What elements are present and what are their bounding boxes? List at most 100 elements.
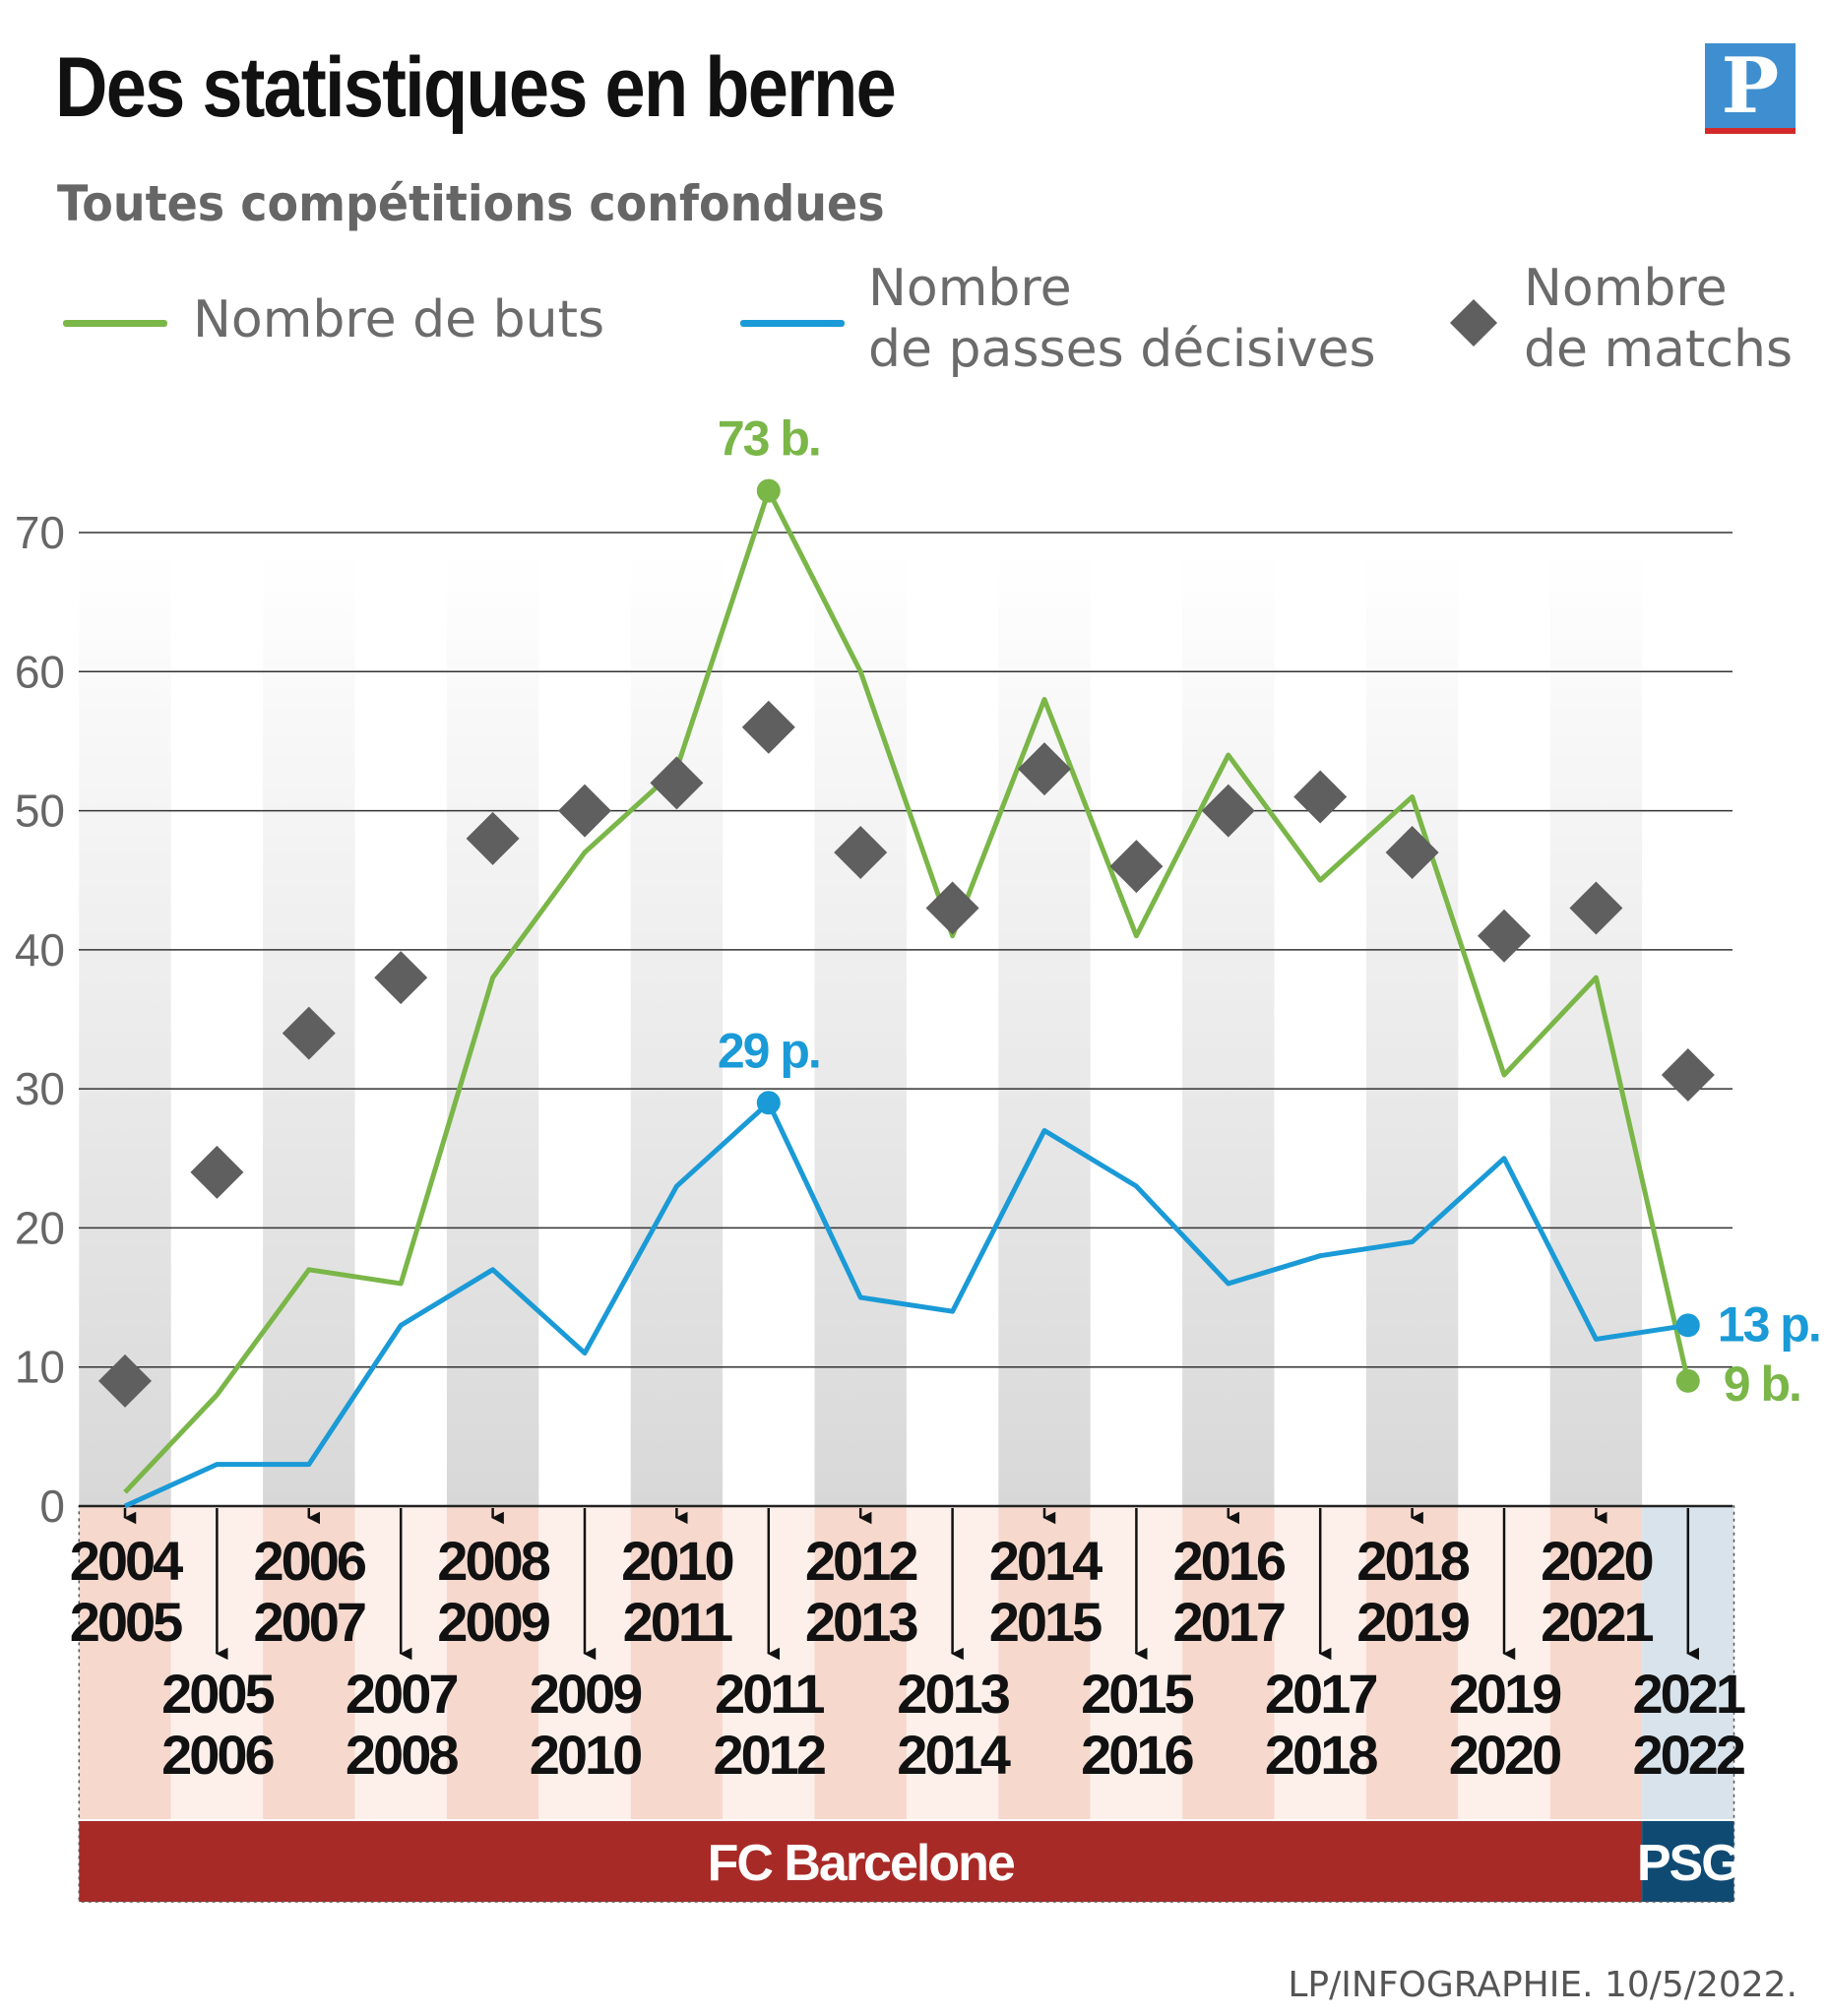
season-label: 2006 bbox=[161, 1724, 274, 1786]
season-label: 2006 bbox=[254, 1530, 366, 1592]
assists-line bbox=[123, 1100, 1689, 1509]
season-column bbox=[630, 1506, 724, 1819]
background-band bbox=[998, 551, 1091, 1506]
data-annotation: 73 b. bbox=[718, 411, 820, 467]
season-label: 2017 bbox=[1173, 1591, 1285, 1653]
chart-title: Des statistiques en berne bbox=[55, 40, 897, 135]
legend-goals-label: Nombre de buts bbox=[193, 290, 605, 349]
season-label: 2016 bbox=[1173, 1530, 1286, 1592]
matches-diamond bbox=[1109, 840, 1164, 894]
background-band bbox=[446, 551, 539, 1506]
legend-assists-label-line1: Nombre bbox=[868, 259, 1072, 318]
season-label: 2007 bbox=[346, 1663, 457, 1725]
goals-highlight-point bbox=[756, 478, 781, 503]
matches-diamond bbox=[98, 1354, 152, 1408]
season-label: 2021 bbox=[1633, 1663, 1745, 1725]
matches-diamond bbox=[1478, 909, 1531, 963]
season-column bbox=[263, 1506, 355, 1819]
season-column bbox=[1549, 1506, 1643, 1819]
season-label: 2020 bbox=[1541, 1530, 1652, 1592]
season-label: 2021 bbox=[1541, 1591, 1653, 1653]
season-column bbox=[814, 1506, 907, 1819]
season-label: 2018 bbox=[1265, 1724, 1377, 1786]
y-tick-label: 60 bbox=[15, 646, 65, 697]
background-band bbox=[1365, 551, 1459, 1506]
y-tick-label: 50 bbox=[15, 786, 65, 837]
club-label: PSG bbox=[1637, 1835, 1739, 1892]
season-column bbox=[998, 1506, 1091, 1819]
season-label: 2012 bbox=[714, 1724, 825, 1786]
season-label: 2010 bbox=[530, 1724, 641, 1786]
data-annotation: 13 p. bbox=[1718, 1296, 1820, 1352]
season-label: 2010 bbox=[621, 1530, 732, 1592]
legend-assists-label-line2: de passes décisives bbox=[868, 320, 1376, 379]
season-label: 2005 bbox=[70, 1591, 182, 1653]
season-label: 2011 bbox=[715, 1663, 824, 1725]
y-tick-label: 70 bbox=[15, 507, 65, 558]
season-column bbox=[1182, 1506, 1275, 1819]
season-label: 2020 bbox=[1449, 1724, 1560, 1786]
season-label: 2007 bbox=[254, 1591, 365, 1653]
season-label: 2016 bbox=[1081, 1724, 1193, 1786]
club-band bbox=[79, 1821, 1643, 1902]
matches-diamond bbox=[650, 756, 704, 810]
season-label: 2005 bbox=[161, 1663, 274, 1725]
season-column bbox=[446, 1506, 539, 1819]
season-label: 2013 bbox=[805, 1591, 917, 1653]
season-label: 2018 bbox=[1356, 1530, 1469, 1592]
season-label: 2019 bbox=[1449, 1663, 1561, 1725]
season-label: 2009 bbox=[437, 1591, 549, 1653]
club-label: FC Barcelone bbox=[708, 1835, 1015, 1892]
season-label: 2008 bbox=[437, 1530, 549, 1592]
y-tick-label: 40 bbox=[15, 924, 65, 976]
legend-matches-label-line1: Nombre bbox=[1524, 259, 1728, 318]
matches-diamond bbox=[741, 700, 795, 754]
club-band bbox=[1642, 1821, 1734, 1902]
legend-matches-label-line2: de matchs bbox=[1524, 320, 1794, 379]
legend-assists-line-icon bbox=[740, 320, 845, 327]
goals-highlight-point bbox=[1675, 1368, 1700, 1393]
matches-diamond bbox=[374, 951, 428, 1005]
matches-diamond bbox=[1569, 881, 1623, 935]
y-tick-label: 0 bbox=[39, 1480, 65, 1532]
season-label: 2017 bbox=[1265, 1663, 1376, 1725]
matches-diamond bbox=[1018, 742, 1071, 796]
matches-diamond bbox=[558, 784, 611, 838]
background-band bbox=[814, 551, 907, 1506]
matches-diamond bbox=[1293, 770, 1348, 824]
assists-highlight-point bbox=[1675, 1313, 1700, 1338]
season-label: 2022 bbox=[1633, 1724, 1744, 1786]
matches-diamond bbox=[282, 1006, 336, 1060]
season-label: 2013 bbox=[897, 1663, 1009, 1725]
le-parisien-logo: P bbox=[1705, 43, 1796, 134]
y-tick-label: 30 bbox=[15, 1063, 65, 1114]
data-annotation: 29 p. bbox=[718, 1023, 820, 1078]
matches-diamond bbox=[925, 881, 979, 935]
season-label: 2015 bbox=[1081, 1663, 1193, 1725]
background-band bbox=[630, 551, 724, 1506]
background-band bbox=[1182, 551, 1275, 1506]
matches-diamond bbox=[1385, 825, 1439, 879]
matches-diamond bbox=[1201, 784, 1255, 838]
matches-diamond bbox=[1661, 1048, 1715, 1102]
season-label: 2014 bbox=[989, 1530, 1102, 1592]
matches-diamond bbox=[466, 811, 520, 865]
season-label: 2011 bbox=[623, 1591, 732, 1653]
season-label: 2014 bbox=[897, 1724, 1010, 1786]
season-column bbox=[1365, 1506, 1459, 1819]
data-annotation: 9 b. bbox=[1724, 1356, 1800, 1412]
matches-diamond bbox=[834, 825, 888, 879]
y-tick-label: 20 bbox=[15, 1202, 65, 1253]
season-column bbox=[79, 1506, 171, 1819]
season-label: 2008 bbox=[346, 1724, 458, 1786]
assists-highlight-point bbox=[756, 1091, 781, 1115]
background-band bbox=[79, 551, 171, 1506]
background-band bbox=[1549, 551, 1643, 1506]
legend-goals-line-icon bbox=[63, 320, 167, 327]
y-tick-label: 10 bbox=[15, 1342, 65, 1393]
matches-diamond bbox=[190, 1145, 244, 1199]
season-label: 2004 bbox=[70, 1530, 183, 1592]
season-label: 2015 bbox=[989, 1591, 1102, 1653]
season-label: 2012 bbox=[805, 1530, 916, 1592]
